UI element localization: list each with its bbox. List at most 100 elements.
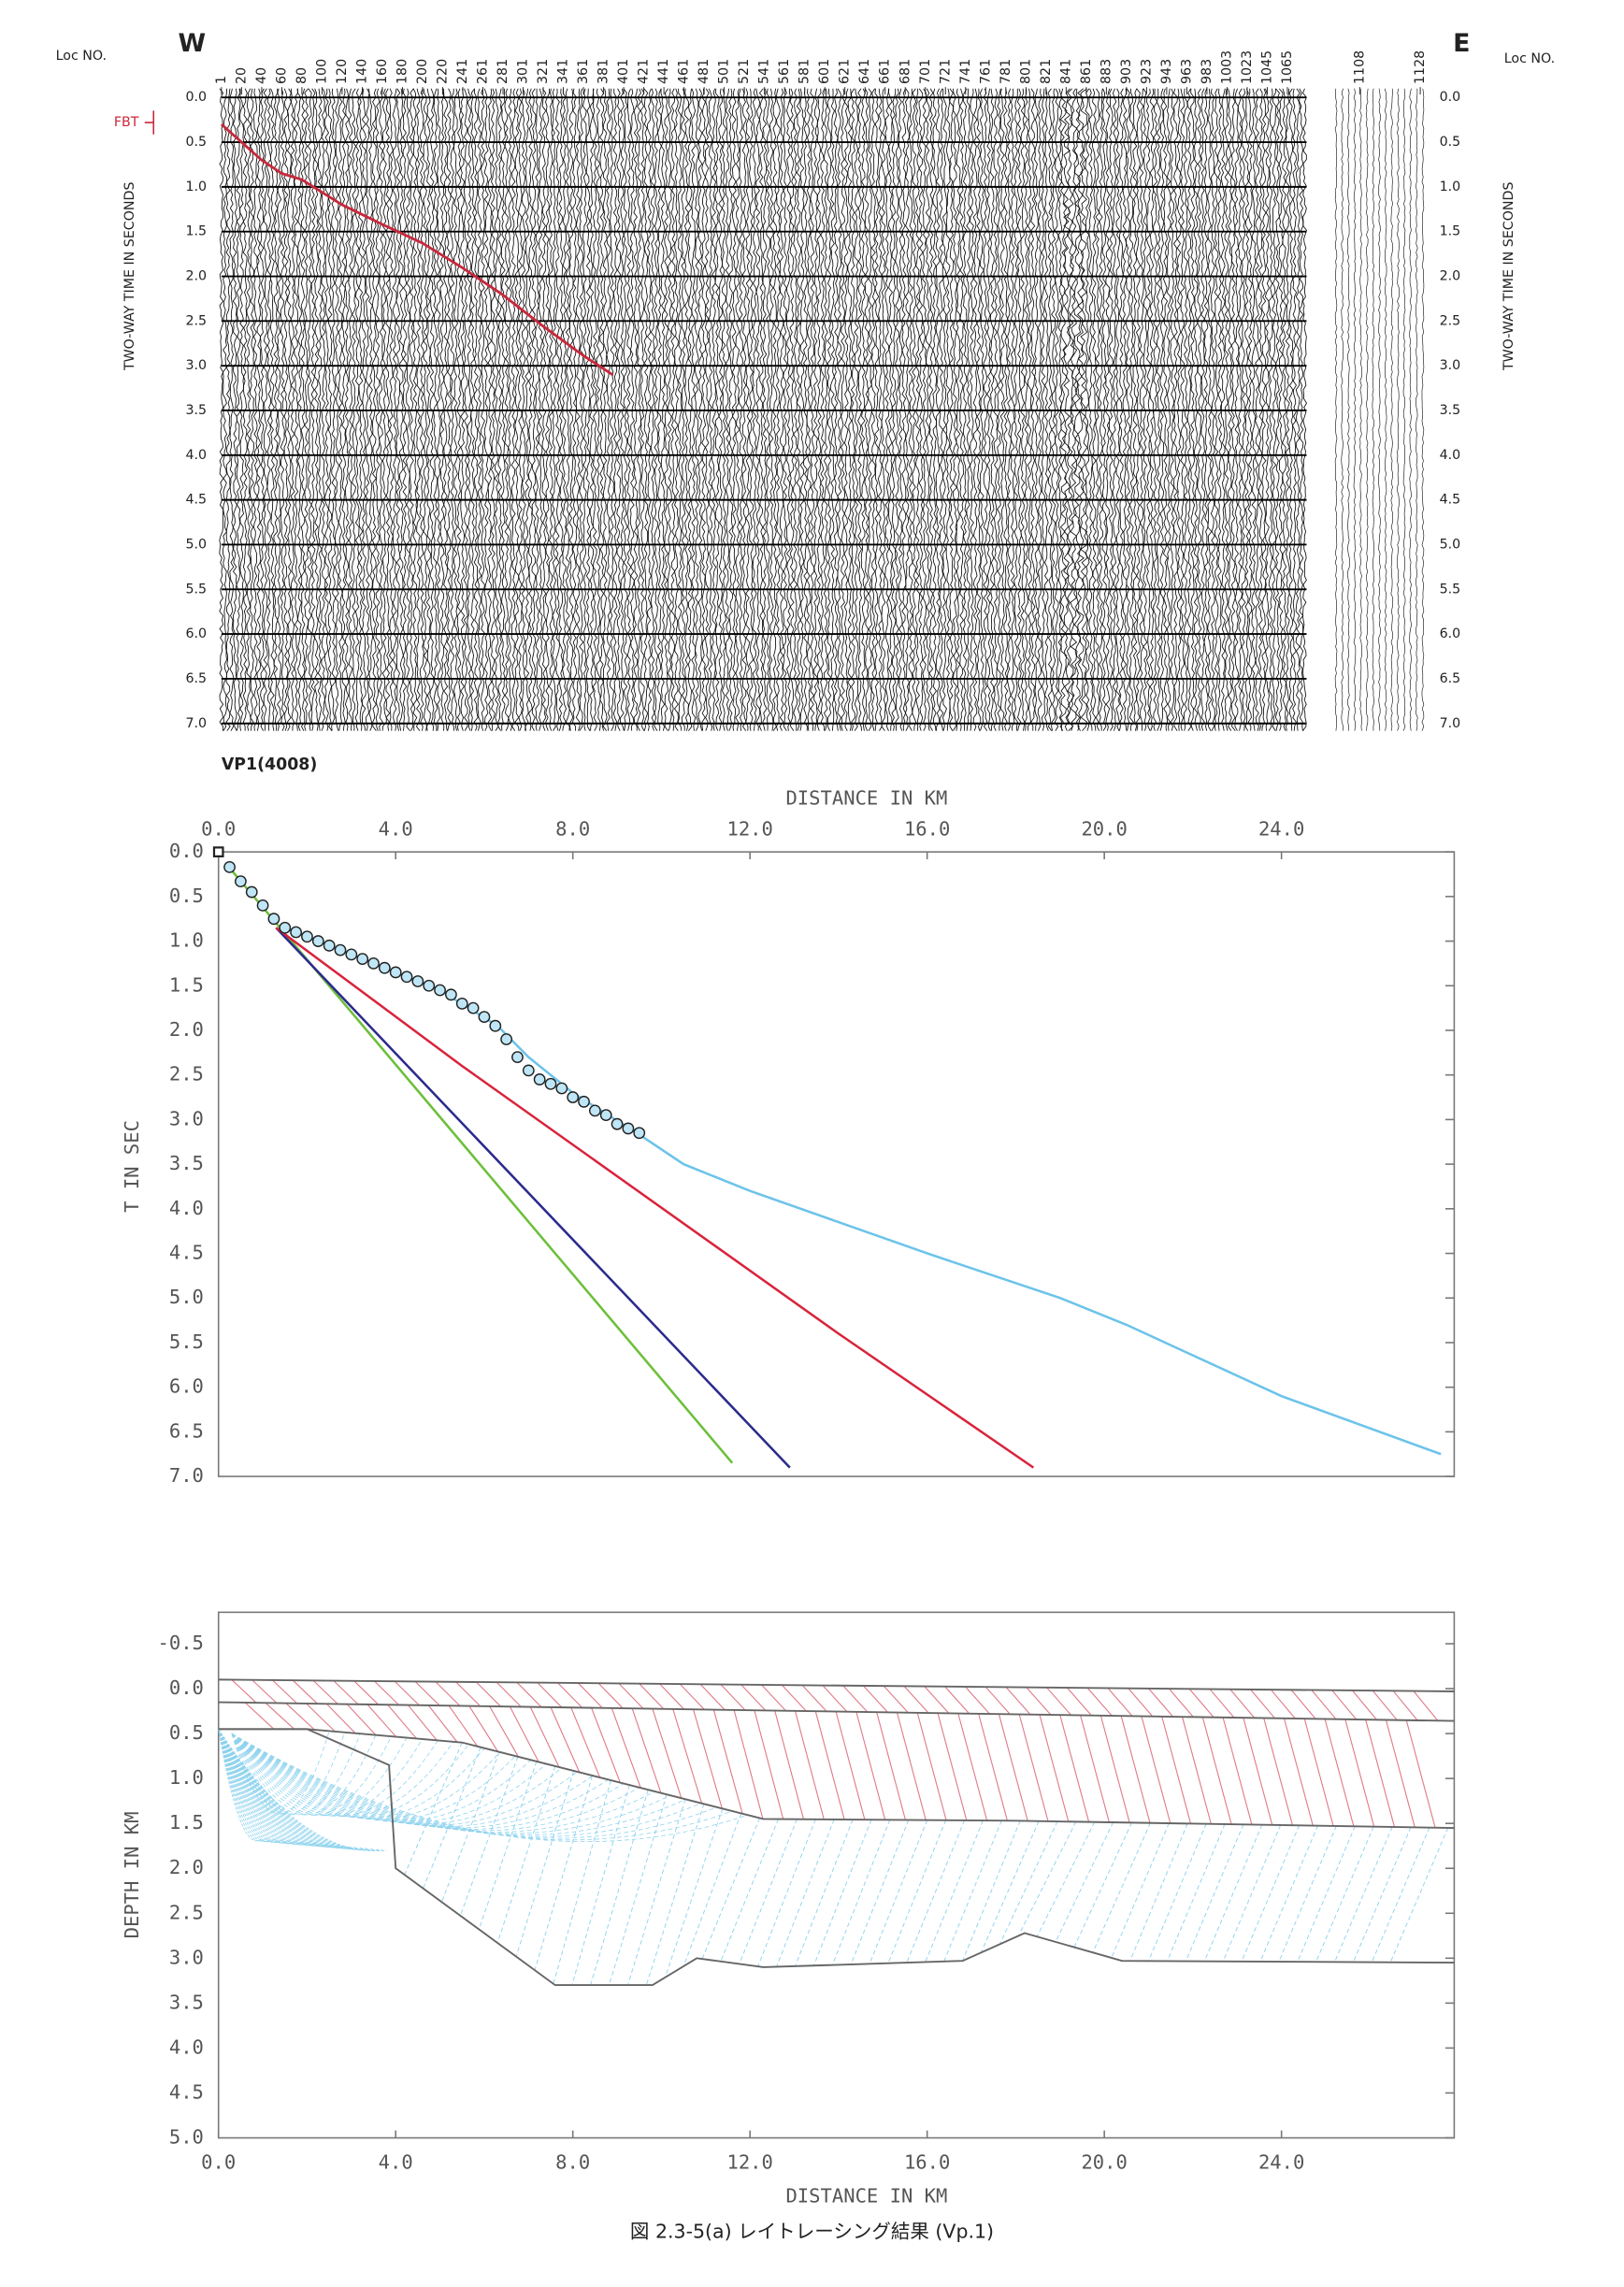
y-tick-label: 2.5 [169, 1901, 204, 1923]
ray [957, 1713, 988, 1821]
observed-point [567, 1091, 580, 1103]
x-tick-label: 20.0 [1081, 817, 1127, 840]
ray [842, 1685, 869, 1713]
observed-point [544, 1077, 557, 1090]
ray [754, 1710, 784, 1820]
ray [571, 1784, 630, 1986]
ray [1017, 1821, 1077, 1936]
observed-point [356, 953, 369, 966]
ray [550, 1706, 581, 1773]
ray [459, 1756, 519, 1917]
y-tick-label: 6.5 [185, 671, 207, 686]
y-tick-label: 4.5 [169, 1242, 204, 1264]
x-tick-label: 16.0 [904, 2150, 950, 2173]
ray [366, 1704, 397, 1737]
x-tick-label: 241 [455, 59, 470, 84]
y-tick-label: 0.0 [1440, 90, 1461, 105]
ray [699, 1683, 726, 1711]
west-label: W [178, 29, 206, 58]
ray [1166, 1823, 1226, 1962]
x-tick-label: 1023 [1240, 50, 1255, 84]
ray [701, 1818, 761, 1960]
x-tick-label: 621 [838, 59, 853, 84]
ray [455, 1681, 481, 1707]
ray [626, 1799, 686, 1986]
ray [1161, 1716, 1192, 1824]
ray [733, 1709, 764, 1820]
x-tick-label: 501 [717, 59, 732, 84]
x-tick-label: 12.0 [726, 2150, 772, 2173]
ray [218, 1729, 276, 1843]
seismic-trace [1384, 88, 1387, 731]
observed-point [279, 921, 292, 934]
x-tick-label: 301 [516, 59, 531, 84]
y-tick-label: 5.0 [169, 1286, 204, 1308]
ray [679, 1683, 705, 1710]
ray [1188, 1688, 1214, 1719]
ray [869, 1820, 928, 1964]
ray [1039, 1714, 1070, 1822]
x-tick-label: 641 [857, 59, 872, 84]
y-tick-label: 1.5 [185, 224, 207, 239]
ray [1385, 1719, 1416, 1828]
y-tick-label: 0.5 [169, 885, 204, 907]
x-tick-label: 24.0 [1258, 2150, 1304, 2173]
ray [618, 1683, 644, 1709]
y-axis-label: T IN SEC [121, 1120, 143, 1213]
ray [1201, 1717, 1232, 1825]
y-tick-label: 4.0 [1440, 448, 1461, 463]
observed-point [599, 1109, 612, 1122]
y-tick-label: 6.5 [169, 1419, 204, 1442]
ray [231, 1733, 408, 1817]
seismic-trace [1397, 88, 1400, 731]
x-tick-label: 943 [1159, 59, 1174, 84]
ray [1107, 1688, 1133, 1717]
ray [814, 1711, 845, 1820]
ray [1111, 1822, 1170, 1959]
ray [937, 1713, 968, 1821]
plot-frame [217, 1611, 1456, 2139]
ray [591, 1707, 621, 1783]
travel-time-chart: DISTANCE IN KM T IN SEC 0.0 4.0 8.0 12.0 16.… [121, 786, 1456, 1487]
observed-point [478, 1011, 491, 1024]
x-tick-label: 441 [656, 59, 671, 84]
ray [795, 1819, 854, 1967]
x-axis-label: DISTANCE IN KM [785, 2185, 947, 2208]
ray [218, 1729, 383, 1851]
y-tick-label: 3.5 [185, 403, 207, 418]
x-tick-label: 601 [817, 59, 832, 84]
x-tick-label: 903 [1119, 59, 1134, 84]
observed-point [301, 930, 313, 943]
y-tick-label: 5.0 [185, 537, 207, 552]
ray [850, 1820, 910, 1965]
observed-point [522, 1064, 535, 1077]
observed-point [267, 913, 280, 926]
seismic-trace [1409, 88, 1412, 731]
ray [639, 1683, 665, 1710]
y-tick-label: -0.5 [158, 1632, 204, 1654]
observed-point [423, 979, 436, 992]
x-tick-label: 661 [878, 59, 893, 84]
east-label: E [1453, 29, 1470, 58]
ray [999, 1820, 1058, 1945]
ray [1148, 1823, 1207, 1962]
observed-point [378, 961, 391, 974]
ray [292, 1679, 318, 1704]
y-axis-label: TWO-WAY TIME IN SECONDS [122, 182, 137, 372]
ray [231, 1733, 717, 1839]
y-tick-label: 5.5 [1440, 582, 1461, 597]
ray [537, 1682, 563, 1708]
y-tick-label: 0.0 [169, 840, 204, 862]
ray [1203, 1824, 1263, 1962]
x-tick-label: 701 [918, 59, 933, 84]
ray [664, 1808, 724, 1978]
ray [1018, 1714, 1049, 1822]
seismic-trace [1421, 88, 1425, 731]
observed-point [323, 939, 336, 952]
ray [943, 1820, 1002, 1963]
x-tick-label: 4.0 [379, 2150, 413, 2173]
ray [652, 1708, 683, 1799]
ray [374, 1680, 399, 1705]
seismic-trace [1378, 88, 1381, 731]
x-tick-label: 521 [737, 59, 752, 84]
